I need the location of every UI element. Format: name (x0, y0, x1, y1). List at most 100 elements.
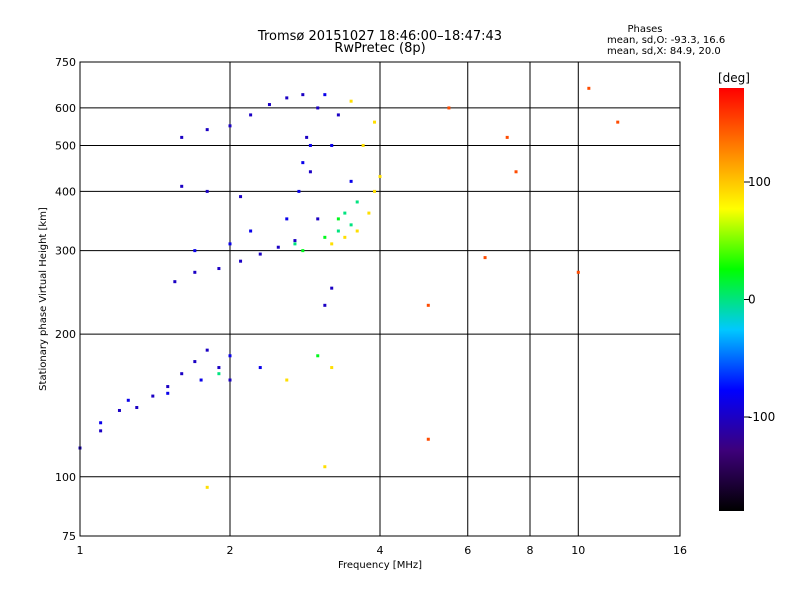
data-point (228, 242, 232, 246)
x-tick-label: 4 (377, 544, 384, 557)
x-axis: 1 2 4 6 8 10 16 (77, 544, 688, 557)
data-point (293, 239, 297, 243)
grid-lines (79, 61, 681, 537)
data-point (285, 217, 289, 221)
colorbar-tick-label: -100 (748, 410, 775, 424)
data-point (180, 135, 184, 139)
y-tick-label: 750 (55, 56, 76, 69)
data-point (180, 184, 184, 188)
data-point (301, 93, 305, 97)
data-point (343, 211, 347, 215)
data-point (193, 270, 197, 274)
data-point (308, 143, 312, 147)
data-point (180, 372, 184, 376)
data-point (316, 354, 320, 358)
data-point (576, 270, 580, 274)
x-tick-label: 1 (77, 544, 84, 557)
data-point (355, 200, 359, 204)
data-point (301, 249, 305, 253)
data-point (330, 366, 334, 370)
data-point (316, 106, 320, 110)
data-point (99, 429, 103, 433)
data-point (330, 143, 334, 147)
data-point (343, 235, 347, 239)
x-tick-label: 2 (227, 544, 234, 557)
data-point (373, 189, 377, 193)
data-point (349, 99, 353, 103)
colorbar-tick-label: 0 (748, 293, 756, 307)
data-point (616, 120, 620, 124)
y-tick-label: 600 (55, 102, 76, 115)
y-tick-label: 100 (55, 471, 76, 484)
x-axis-label: Frequency [MHz] (338, 560, 422, 571)
data-point (426, 303, 430, 307)
y-tick-label: 500 (55, 139, 76, 152)
data-point (447, 106, 451, 110)
y-axis-label: Stationary phase Virtual Height [km] (38, 207, 49, 391)
data-point (323, 235, 327, 239)
data-point (483, 256, 487, 260)
data-point (217, 267, 221, 271)
data-point (336, 217, 340, 221)
data-point (217, 372, 221, 376)
data-point (336, 113, 340, 117)
data-point (285, 96, 289, 100)
data-point (126, 398, 130, 402)
y-tick-label: 200 (55, 328, 76, 341)
data-point (378, 175, 382, 179)
data-point (99, 421, 103, 425)
colorbar (719, 88, 744, 511)
data-point (193, 249, 197, 253)
data-point (349, 223, 353, 227)
data-point (361, 143, 365, 147)
data-point (205, 485, 209, 489)
chart-title: Tromsø 20151027 18:46:00–18:47:43 (257, 29, 502, 44)
data-point (330, 242, 334, 246)
data-point (239, 259, 243, 263)
data-point (316, 217, 320, 221)
data-point (276, 245, 280, 249)
data-point (135, 406, 139, 410)
data-point (166, 385, 170, 389)
data-point (587, 86, 591, 90)
y-tick-label: 300 (55, 245, 76, 258)
data-point (514, 170, 518, 174)
data-point (258, 252, 262, 256)
data-point (228, 354, 232, 358)
y-tick-label: 400 (55, 185, 76, 198)
data-point (336, 229, 340, 233)
y-tick-label: 75 (62, 530, 76, 543)
data-point (285, 378, 289, 382)
data-point (293, 242, 297, 246)
data-point (228, 378, 232, 382)
stats-line-o: mean, sd,O: -93.3, 16.6 (607, 35, 725, 46)
data-point (166, 391, 170, 395)
data-point (239, 195, 243, 199)
data-point (228, 124, 232, 128)
data-points (78, 86, 620, 489)
data-point (151, 394, 155, 398)
data-point (249, 229, 253, 233)
colorbar-ticks: 100 0 -100 (744, 175, 775, 424)
data-point (367, 211, 371, 215)
data-point (217, 366, 221, 370)
data-point (205, 189, 209, 193)
chart-subtitle: RwPretec (8p) (334, 41, 425, 56)
data-point (301, 161, 305, 165)
data-point (323, 303, 327, 307)
data-point (373, 120, 377, 124)
data-point (308, 170, 312, 174)
data-point (505, 135, 509, 139)
y-axis: 75 100 200 300 400 500 600 750 (55, 56, 76, 543)
data-point (193, 360, 197, 364)
data-point (297, 189, 301, 193)
data-point (205, 348, 209, 352)
data-point (258, 366, 262, 370)
x-tick-label: 10 (571, 544, 585, 557)
data-point (173, 280, 177, 284)
data-point (117, 408, 121, 412)
data-point (305, 135, 309, 139)
x-tick-label: 8 (527, 544, 534, 557)
colorbar-tick-label: 100 (748, 175, 771, 189)
x-tick-label: 6 (464, 544, 471, 557)
